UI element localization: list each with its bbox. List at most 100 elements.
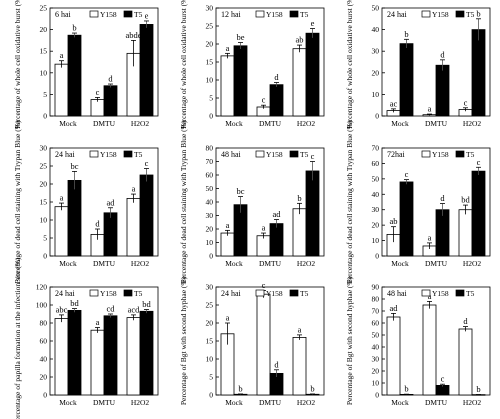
y-tick-label: 5 [209,94,213,103]
legend-label-y158: Y158 [266,10,283,19]
y-tick-label: 30 [206,283,214,292]
legend-label-y158: Y158 [266,289,283,298]
x-tick-label: H2O2 [297,398,316,407]
y-tick-label: 10 [206,238,214,247]
significance-letter: a [226,220,230,230]
panel-time-label: 6 hai [55,10,72,19]
y-tick-label: 60 [206,171,214,180]
legend-swatch-t5 [289,10,299,18]
significance-letter: bd [142,299,151,309]
legend-swatch-y158 [421,289,431,297]
x-tick-label: H2O2 [131,398,150,407]
bar-t5 [399,181,414,257]
bar-t5 [269,223,284,257]
y-tick-label: 60 [372,319,380,328]
y-tick-label: 10 [40,68,48,77]
x-tick-label: DMTU [259,119,282,128]
y-tick-label: 20 [206,225,214,234]
x-tick-label: DMTU [259,259,282,268]
x-tick-label: Mock [391,259,409,268]
panel-time-label: 24 hai [221,289,242,298]
y-tick-label: 20 [40,373,48,382]
y-tick-label: 20 [372,221,380,230]
significance-letter: bd [70,298,79,308]
x-tick-label: DMTU [93,119,116,128]
significance-letter: b [476,8,480,18]
y-tick-label: 5 [209,373,213,382]
significance-letter: bc [70,161,78,171]
x-tick-label: DMTU [93,398,116,407]
significance-letter: ad [389,303,398,313]
panel-time-label: 24 hai [387,10,408,19]
significance-letter: c [96,87,100,97]
significance-letter: a [226,313,230,323]
y-tick-label: 70 [372,144,380,153]
x-tick-label: Mock [59,398,77,407]
y-tick-label: 0 [209,391,213,400]
y-axis-label: Percentage of Bgt with second hyphae (%) [179,276,188,405]
significance-letter: d [95,219,100,229]
significance-letter: a [132,184,136,194]
y-axis-label: Percentage of dead cell staining with Tr… [345,120,354,283]
bar-y158 [458,209,473,257]
bar-y158 [54,206,69,257]
y-tick-label: 25 [206,22,214,31]
significance-letter: c [262,280,266,290]
panel-time-label: 48 hai [221,150,242,159]
y-axis-label: Percentage of dead cell staining with Tr… [179,120,188,283]
significance-letter: b [404,384,408,394]
chart-panel: Percentage of whole cell oxidative burst… [179,0,325,129]
x-tick-label: H2O2 [463,119,482,128]
x-tick-label: DMTU [425,259,448,268]
y-tick-label: 0 [43,391,47,400]
bar-t5 [305,32,320,117]
bar-y158 [422,304,437,396]
bar-t5 [67,34,82,117]
y-axis-label: Percentage of whole cell oxidative burst… [345,0,354,129]
y-tick-label: 70 [206,157,214,166]
significance-letter: d [108,74,113,84]
panel-time-label: 72hai [387,150,406,159]
significance-letter: c [262,95,266,105]
significance-letter: ac [390,98,398,108]
y-axis-label: Percentage of Bgt with second hyphae (%) [345,276,354,405]
x-tick-label: H2O2 [131,119,150,128]
bar-y158 [256,293,271,396]
x-tick-label: DMTU [425,119,448,128]
x-tick-label: DMTU [93,259,116,268]
significance-letter: abde [125,30,141,40]
y-tick-label: 100 [36,301,48,310]
bar-t5 [471,29,486,117]
y-tick-label: 70 [372,307,380,316]
bar-t5 [471,170,486,257]
y-tick-label: 50 [372,331,380,340]
significance-letter: ad [272,209,281,219]
y-tick-label: 60 [40,337,48,346]
x-tick-label: Mock [391,119,409,128]
legend-label-t5: T5 [134,10,143,19]
x-tick-label: Mock [225,119,243,128]
significance-letter: e [311,18,315,28]
legend-label-t5: T5 [134,150,143,159]
y-tick-label: 80 [40,319,48,328]
y-tick-label: 15 [40,198,48,207]
chart-panel: Percentage of papilla formation at the i… [13,257,159,419]
chart-panel: Percentage of dead cell staining with Tr… [345,120,491,283]
legend-swatch-y158 [255,10,265,18]
x-tick-label: DMTU [425,398,448,407]
bar-y158 [220,55,235,117]
chart-panel: Percentage of whole cell oxidative burst… [345,0,491,129]
significance-letter: bc [236,186,244,196]
legend-label-t5: T5 [134,289,143,298]
significance-letter: a [428,232,432,242]
significance-letter: c [477,157,481,167]
significance-letter: c [145,158,149,168]
y-tick-label: 90 [372,283,380,292]
legend-label-t5: T5 [300,10,309,19]
y-tick-label: 30 [372,205,380,214]
legend-swatch-y158 [255,150,265,158]
legend-label-y158: Y158 [266,150,283,159]
y-tick-label: 10 [372,379,380,388]
y-tick-label: 30 [372,355,380,364]
significance-letter: be [236,32,244,42]
